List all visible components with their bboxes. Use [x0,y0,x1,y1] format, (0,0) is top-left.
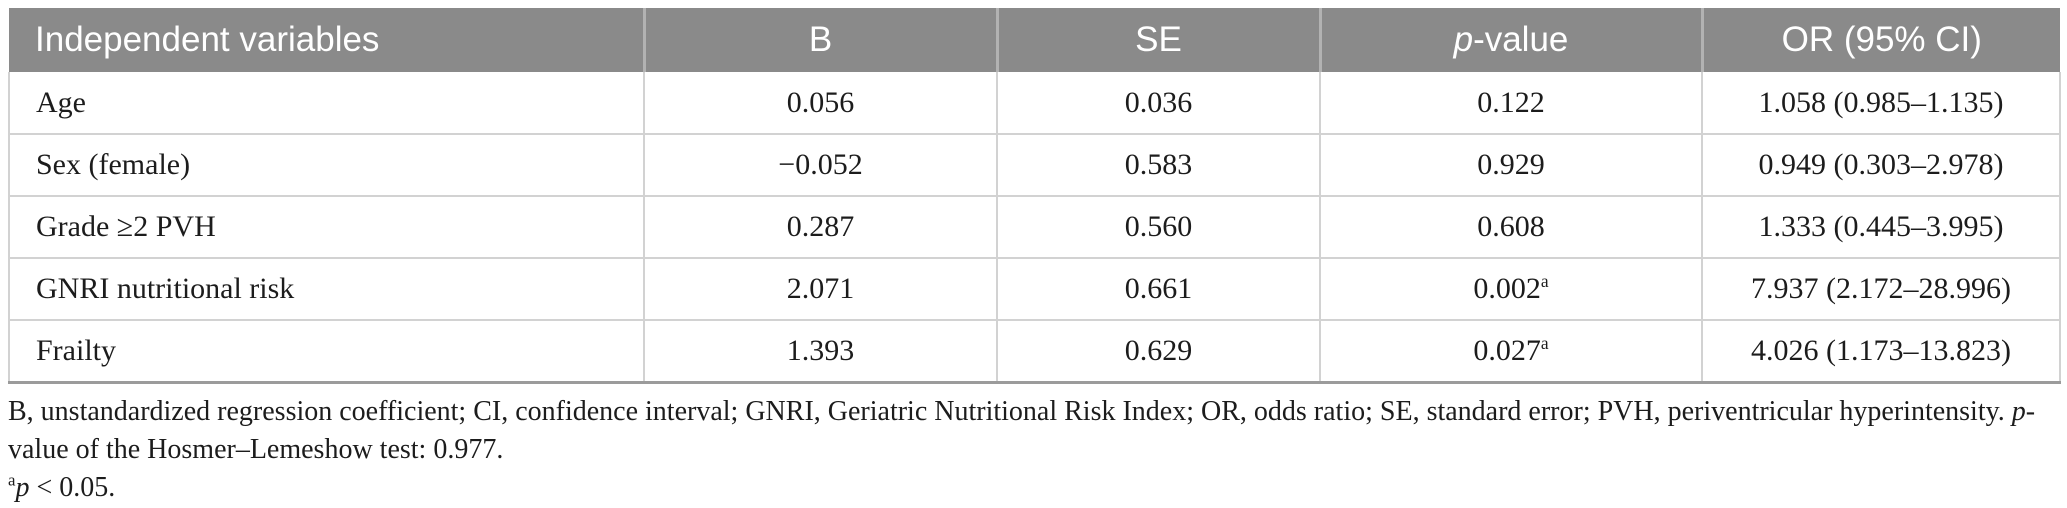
cell-variable: Sex (female) [8,133,645,197]
cell-p: 0.929 [1319,133,1703,197]
table-header-row: Independent variables B SE p-value OR (9… [9,8,2060,72]
header-label: OR (95% CI) [1781,20,1982,59]
cell-se: 0.661 [996,257,1321,321]
p-value: 0.929 [1477,148,1545,181]
cell-se: 0.036 [996,72,1321,135]
p-value: 0.027 [1473,333,1541,367]
table-footnotes: B, unstandardized regression coefficient… [8,393,2059,507]
cell-p: 0.608 [1319,195,1703,259]
header-label: Independent variables [35,20,380,59]
cell-se: 0.560 [996,195,1321,259]
significance-text: < 0.05. [29,471,116,503]
cell-variable: GNRI nutritional risk [8,257,645,321]
header-b: B [642,8,997,72]
table-row: Age 0.056 0.036 0.122 1.058 (0.985–1.135… [8,72,2061,135]
table-row: Frailty 1.393 0.629 0.027a 4.026 (1.173–… [8,319,2061,384]
header-or-ci: OR (95% CI) [1700,8,2060,72]
header-se: SE [995,8,1320,72]
footnote-abbreviations: B, unstandardized regression coefficient… [8,393,2059,469]
table-row: Sex (female) −0.052 0.583 0.929 0.949 (0… [8,133,2061,197]
cell-variable: Age [8,72,645,135]
footnote-hosmer-text: -value of the Hosmer–Lemeshow test: 0.97… [8,395,2036,465]
cell-b: 0.287 [643,195,998,259]
header-label: -value [1473,20,1569,59]
cell-variable: Grade ≥2 PVH [8,195,645,259]
footnote-p-italic: p [2011,395,2026,427]
significance-superscript: a [8,470,16,490]
p-value: 0.608 [1477,210,1545,243]
header-p-value: p-value [1318,8,1702,72]
p-value: 0.122 [1477,85,1545,119]
header-label: B [808,20,833,59]
table-row: Grade ≥2 PVH 0.287 0.560 0.608 1.333 (0.… [8,195,2061,259]
cell-p: 0.122 [1319,72,1703,135]
cell-p: 0.002a [1319,257,1703,321]
table-row: GNRI nutritional risk 2.071 0.661 0.002a… [8,257,2061,321]
cell-b: 1.393 [643,319,998,384]
cell-b: 0.056 [643,72,998,135]
cell-se: 0.629 [996,319,1321,384]
cell-b: −0.052 [643,133,998,197]
cell-or-ci: 1.333 (0.445–3.995) [1701,195,2061,259]
footnote-significance: ap < 0.05. [8,469,2059,507]
p-value: 0.002 [1473,272,1541,305]
footnote-text: B, unstandardized regression coefficient… [8,395,2012,427]
regression-table: Independent variables B SE p-value OR (9… [8,8,2061,384]
header-label-p-italic: p [1453,20,1474,59]
cell-se: 0.583 [996,133,1321,197]
cell-or-ci: 0.949 (0.303–2.978) [1701,133,2061,197]
header-independent-variables: Independent variables [9,8,644,72]
cell-or-ci: 4.026 (1.173–13.823) [1701,319,2061,384]
cell-variable: Frailty [8,319,645,384]
header-label: SE [1135,20,1182,59]
p-superscript: a [1540,332,1549,353]
cell-b: 2.071 [643,257,998,321]
cell-or-ci: 1.058 (0.985–1.135) [1701,72,2061,135]
significance-p-italic: p [15,471,30,503]
cell-p: 0.027a [1319,319,1703,384]
cell-or-ci: 7.937 (2.172–28.996) [1701,257,2061,321]
p-superscript: a [1540,271,1549,291]
